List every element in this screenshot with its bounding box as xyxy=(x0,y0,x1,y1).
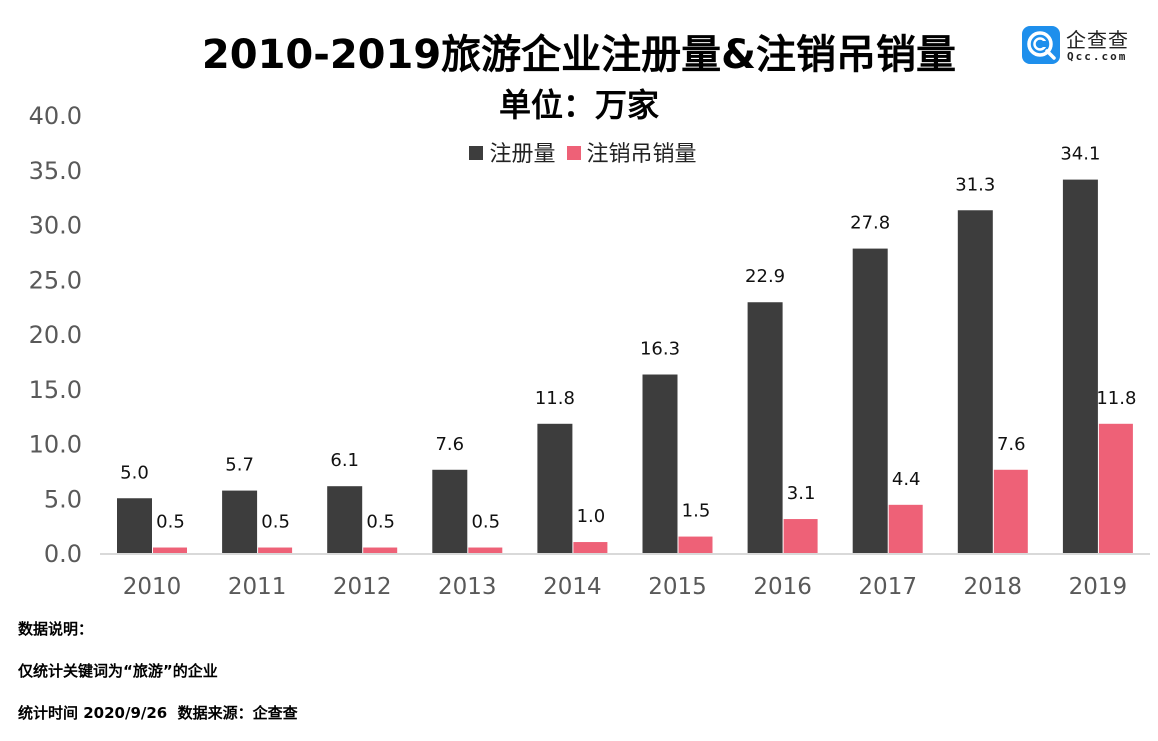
qcc-logo-icon xyxy=(1022,26,1060,64)
bar-cancellations xyxy=(258,547,293,553)
bar-cancellations xyxy=(1098,423,1133,553)
y-tick-label: 20.0 xyxy=(29,321,82,349)
bar-registrations xyxy=(117,498,152,553)
x-tick-label: 2018 xyxy=(964,574,1023,600)
x-tick-label: 2012 xyxy=(333,574,392,600)
data-label-cancellations: 0.5 xyxy=(261,512,290,533)
bar-cancellations xyxy=(888,504,923,553)
legend-label-registrations: 注册量 xyxy=(489,142,556,167)
data-label-cancellations: 4.4 xyxy=(892,469,921,490)
data-label-cancellations: 1.0 xyxy=(577,506,606,527)
bar-cancellations xyxy=(993,469,1028,553)
qcc-logo-domain: Qcc.com xyxy=(1067,50,1128,63)
data-label-registrations: 6.1 xyxy=(330,450,359,471)
data-label-registrations: 5.0 xyxy=(120,462,149,483)
data-label-registrations: 22.9 xyxy=(745,266,785,287)
qcc-logo-name: 企查查 xyxy=(1066,28,1129,52)
bar-cancellations xyxy=(363,547,398,553)
y-tick-label: 0.0 xyxy=(44,540,82,568)
y-tick-label: 15.0 xyxy=(29,376,82,404)
bar-cancellations xyxy=(783,519,818,553)
bar-cancellations xyxy=(678,536,713,553)
bar-cancellations xyxy=(468,547,503,553)
data-label-cancellations: 0.5 xyxy=(156,512,185,533)
x-tick-label: 2019 xyxy=(1069,574,1128,600)
y-tick-label: 30.0 xyxy=(29,212,82,240)
y-tick-label: 5.0 xyxy=(44,485,82,513)
data-label-cancellations: 0.5 xyxy=(366,512,395,533)
y-axis: 0.0 5.0 10.0 15.0 20.0 25.0 30.0 35.0 40.0 xyxy=(29,102,82,568)
x-tick-label: 2016 xyxy=(753,574,812,600)
data-label-cancellations: 0.5 xyxy=(471,512,500,533)
footer-note-title: 数据说明： xyxy=(18,620,94,638)
bar-cancellations xyxy=(153,547,187,553)
footer-note-text: 仅统计关键词为“旅游”的企业 xyxy=(18,662,218,680)
bar-registrations xyxy=(852,248,888,553)
bar-registrations xyxy=(327,486,363,553)
legend-label-cancellations: 注销吊销量 xyxy=(586,142,697,167)
qcc-logo: 企查查 Qcc.com xyxy=(1022,26,1142,68)
data-label-registrations: 27.8 xyxy=(850,213,890,234)
data-label-registrations: 7.6 xyxy=(435,434,464,455)
chart-subtitle: 单位：万家 xyxy=(498,86,659,124)
legend-swatch-registrations xyxy=(469,146,484,160)
data-label-registrations: 5.7 xyxy=(225,455,254,476)
data-label-registrations: 16.3 xyxy=(640,339,680,360)
x-tick-label: 2015 xyxy=(648,574,707,600)
legend-item-cancellations: 注销吊销量 xyxy=(563,136,697,168)
bar-registrations xyxy=(957,210,993,553)
data-label-registrations: 11.8 xyxy=(535,388,575,409)
data-label-cancellations: 7.6 xyxy=(997,434,1026,455)
legend-swatch-cancellations xyxy=(566,146,581,160)
data-label-cancellations: 3.1 xyxy=(787,483,816,504)
bar-registrations xyxy=(222,490,258,553)
x-tick-label: 2014 xyxy=(543,574,602,600)
y-tick-label: 35.0 xyxy=(29,157,82,185)
footer-source: 统计时间 2020/9/26 数据来源：企查查 xyxy=(18,704,298,722)
bar-cancellations xyxy=(573,542,608,553)
bar-registrations xyxy=(432,469,468,553)
bar-registrations xyxy=(537,423,573,553)
chart-title: 2010-2019旅游企业注册量&注销吊销量 xyxy=(201,32,957,78)
x-tick-label: 2013 xyxy=(438,574,497,600)
x-tick-label: 2010 xyxy=(123,574,182,600)
data-label-cancellations: 1.5 xyxy=(682,501,711,522)
data-label-registrations: 31.3 xyxy=(955,174,995,195)
bars xyxy=(117,179,1133,554)
data-labels: 5.0 0.5 5.7 0.5 6.1 0.5 7.6 0.5 11.8 1.0 16.3 1.5 22… xyxy=(120,144,1136,533)
y-tick-label: 25.0 xyxy=(29,266,82,294)
bar-registrations xyxy=(642,374,678,553)
legend: 注册量 注销吊销量 xyxy=(0,136,1158,168)
bar-registrations xyxy=(747,302,783,553)
y-tick-label: 40.0 xyxy=(29,102,82,130)
x-tick-label: 2017 xyxy=(858,574,917,600)
bar-registrations xyxy=(1062,179,1098,554)
data-label-cancellations: 11.8 xyxy=(1096,388,1136,409)
x-axis: 2010 2011 2012 2013 2014 2015 2016 2017 2018 2019 xyxy=(100,553,1150,600)
y-tick-label: 10.0 xyxy=(29,431,82,459)
legend-item-registrations: 注册量 xyxy=(461,136,556,168)
data-label-registrations: 34.1 xyxy=(1060,144,1100,165)
x-tick-label: 2011 xyxy=(228,574,287,600)
